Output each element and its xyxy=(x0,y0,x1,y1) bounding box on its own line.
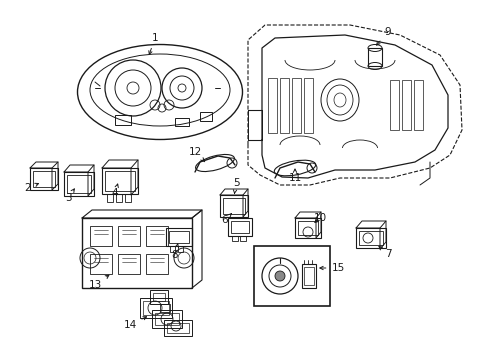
Text: 6: 6 xyxy=(221,213,231,225)
Bar xyxy=(175,118,189,126)
Bar xyxy=(90,254,112,274)
Bar xyxy=(401,80,410,130)
Text: 10: 10 xyxy=(313,213,326,223)
Text: 8: 8 xyxy=(171,244,178,260)
Text: 5: 5 xyxy=(232,178,239,194)
Bar xyxy=(107,194,113,202)
Bar xyxy=(170,246,175,252)
Text: 12: 12 xyxy=(188,147,204,162)
Bar xyxy=(230,221,248,233)
Bar xyxy=(389,80,398,130)
Bar xyxy=(367,48,381,66)
Bar xyxy=(67,175,91,193)
Text: 2: 2 xyxy=(24,183,39,193)
Bar xyxy=(240,236,245,241)
Text: 3: 3 xyxy=(64,189,74,203)
Text: 14: 14 xyxy=(123,317,146,330)
Bar xyxy=(30,168,58,190)
Bar xyxy=(125,194,131,202)
Text: 13: 13 xyxy=(88,275,109,290)
Bar xyxy=(200,112,212,121)
Bar xyxy=(64,172,94,196)
Bar xyxy=(247,110,262,140)
Bar xyxy=(152,310,182,328)
Bar xyxy=(165,228,192,246)
Bar xyxy=(146,254,168,274)
Bar xyxy=(231,236,238,241)
Bar xyxy=(33,171,55,187)
Bar xyxy=(140,298,172,318)
Bar xyxy=(153,293,164,301)
Bar xyxy=(118,254,140,274)
Bar xyxy=(413,80,422,130)
Bar xyxy=(82,218,192,288)
Bar xyxy=(118,226,140,246)
Bar xyxy=(163,320,192,336)
Bar xyxy=(160,304,170,312)
Bar xyxy=(267,78,276,133)
Text: 9: 9 xyxy=(376,27,390,45)
Bar xyxy=(150,290,168,304)
Bar xyxy=(227,218,251,236)
Text: 11: 11 xyxy=(288,169,301,183)
Bar xyxy=(102,168,138,194)
Bar xyxy=(220,195,247,217)
Bar xyxy=(178,246,183,252)
Bar xyxy=(155,313,179,325)
Bar xyxy=(355,228,385,248)
Bar xyxy=(302,264,315,288)
Bar xyxy=(304,267,313,285)
Circle shape xyxy=(274,271,285,281)
Bar xyxy=(294,218,320,238)
Bar xyxy=(304,78,312,133)
Bar xyxy=(90,226,112,246)
Bar xyxy=(167,323,189,333)
Text: 15: 15 xyxy=(319,263,344,273)
Bar xyxy=(116,194,122,202)
Bar xyxy=(146,226,168,246)
Bar xyxy=(253,246,329,306)
Bar xyxy=(297,221,317,235)
Bar xyxy=(291,78,301,133)
Text: 7: 7 xyxy=(378,247,390,259)
Text: 1: 1 xyxy=(148,33,158,54)
Text: 4: 4 xyxy=(111,184,118,198)
Bar xyxy=(142,301,169,315)
Bar xyxy=(169,231,189,243)
Bar xyxy=(115,115,131,125)
Bar xyxy=(280,78,288,133)
Bar xyxy=(223,198,244,214)
Bar xyxy=(105,171,135,191)
Bar xyxy=(358,231,382,245)
